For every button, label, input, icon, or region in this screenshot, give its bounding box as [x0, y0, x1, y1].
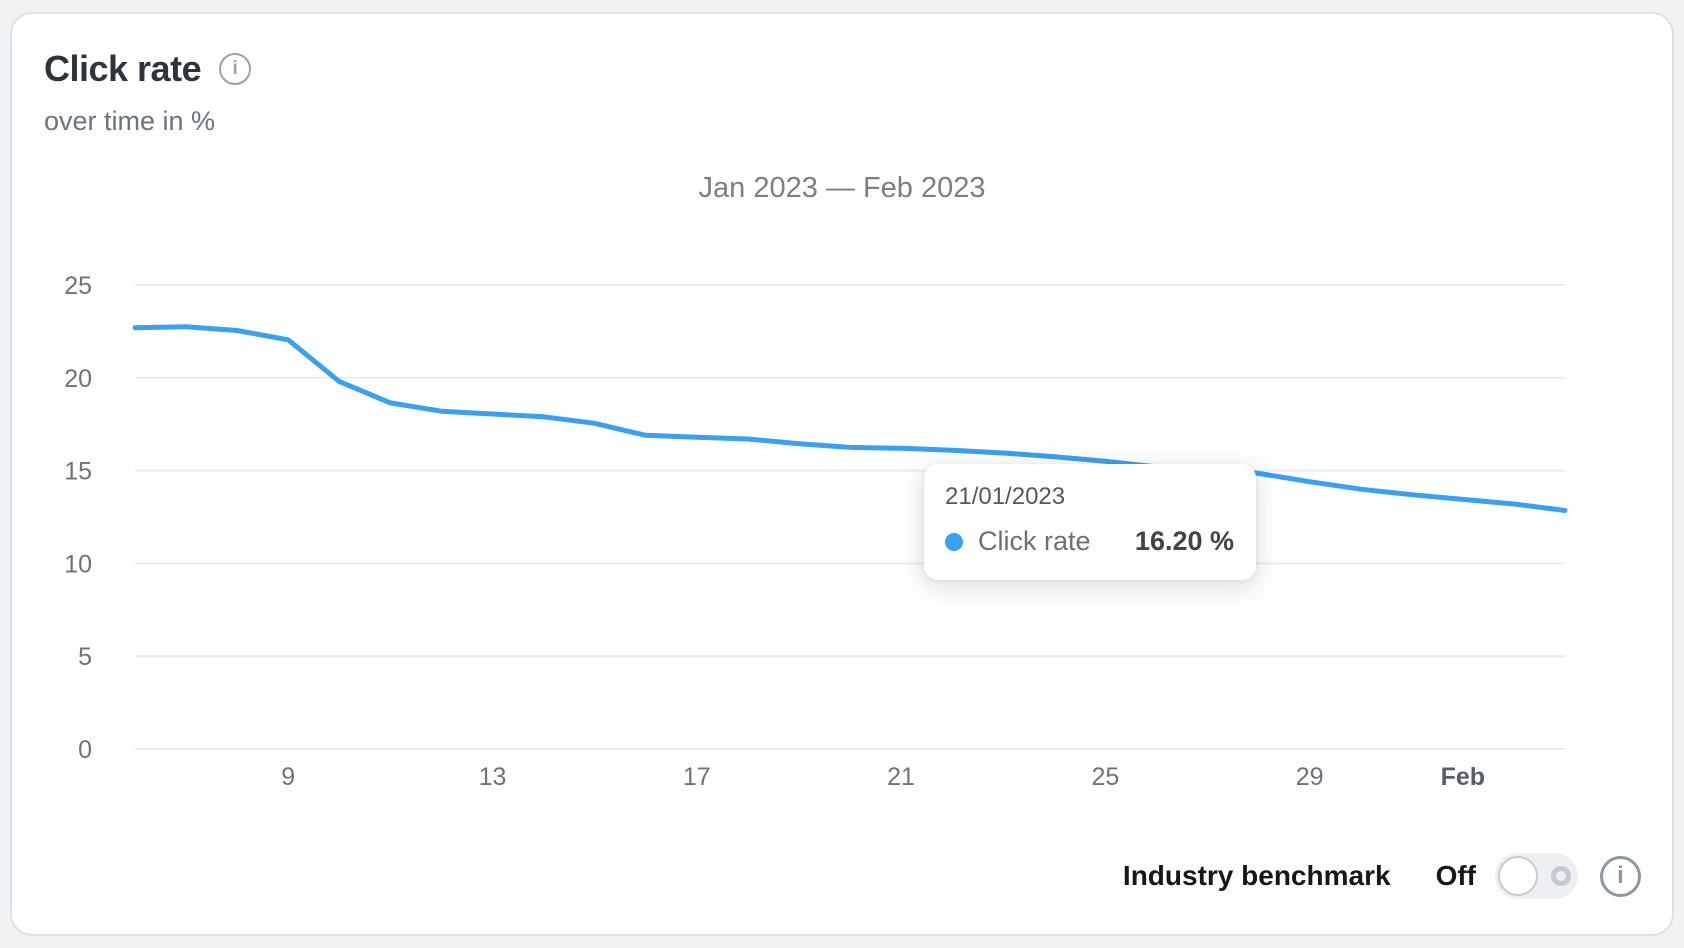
click-rate-line[interactable] — [132, 324, 1568, 513]
title-row: Click rate i — [44, 48, 252, 90]
info-icon-glyph: i — [232, 58, 238, 79]
benchmark-info-icon[interactable]: i — [1600, 855, 1641, 897]
tooltip-row: Click rate 16.20 % — [945, 526, 1234, 557]
tooltip-date: 21/01/2023 — [945, 483, 1066, 510]
y-tick-label-10: 10 — [64, 550, 92, 578]
y-tick-label-20: 20 — [64, 365, 92, 393]
benchmark-label: Industry benchmark — [1122, 860, 1391, 891]
x-tick-label-13: 13 — [479, 763, 507, 791]
chart-date-range: Jan 2023 — Feb 2023 — [698, 172, 986, 204]
info-icon[interactable]: i — [219, 53, 252, 85]
x-tick-label-21: 21 — [887, 763, 915, 791]
x-tick-label-29: 29 — [1296, 763, 1324, 791]
toggle-knob — [1498, 856, 1538, 896]
industry-benchmark-row: Industry benchmark Off i — [1123, 852, 1641, 900]
info-icon-glyph: i — [1617, 862, 1624, 889]
toggle-off-ring-icon — [1551, 866, 1571, 886]
x-tick-label-17: 17 — [683, 763, 711, 791]
chart-subtitle: over time in % — [44, 106, 216, 136]
x-tick-label-Feb: Feb — [1441, 763, 1485, 791]
page-title: Click rate — [44, 48, 202, 89]
x-tick-label-25: 25 — [1091, 763, 1119, 791]
tooltip-series-label: Click rate — [978, 526, 1091, 556]
y-tick-label-5: 5 — [78, 643, 92, 671]
y-tick-label-15: 15 — [64, 458, 92, 486]
benchmark-toggle[interactable] — [1495, 853, 1578, 899]
benchmark-state: Off — [1435, 860, 1476, 891]
series-color-dot — [945, 532, 963, 551]
chart-tooltip: 21/01/2023 Click rate 16.20 % — [924, 464, 1256, 580]
x-tick-label-9: 9 — [281, 763, 295, 791]
y-tick-label-25: 25 — [64, 272, 92, 300]
y-tick-label-0: 0 — [78, 736, 92, 764]
tooltip-value: 16.20 % — [1134, 526, 1234, 556]
click-rate-card: Click rate i over time in % Jan 2023 — F… — [10, 12, 1674, 936]
card-header: Click rate i over time in % — [44, 48, 252, 137]
